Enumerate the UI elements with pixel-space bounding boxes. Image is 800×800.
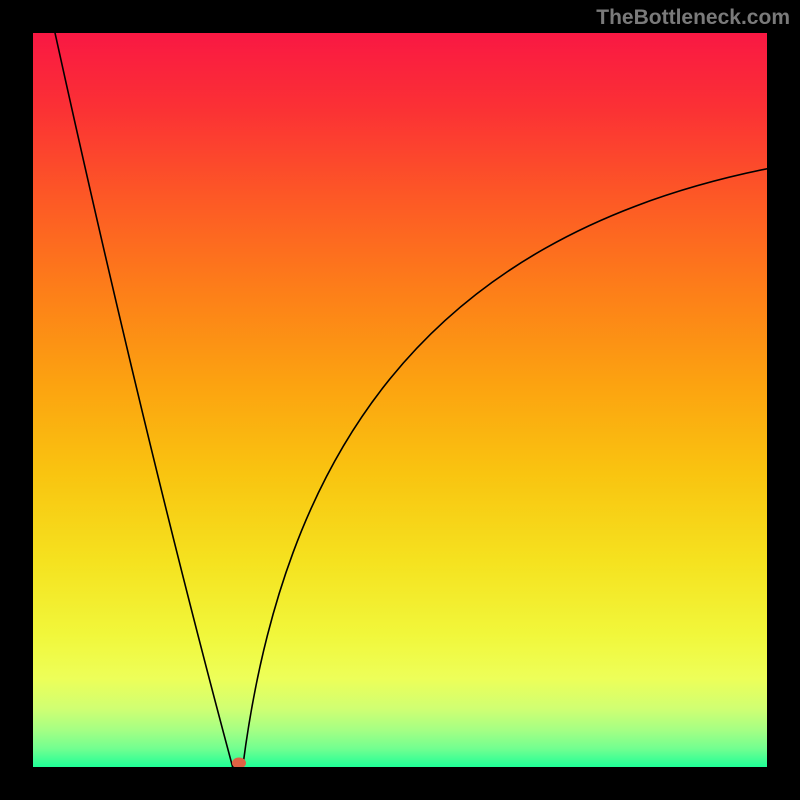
valley-marker [232,758,246,767]
curve-path [55,33,767,767]
curve-svg [33,33,767,767]
plot-area [33,33,767,767]
attribution-text: TheBottleneck.com [596,6,790,30]
